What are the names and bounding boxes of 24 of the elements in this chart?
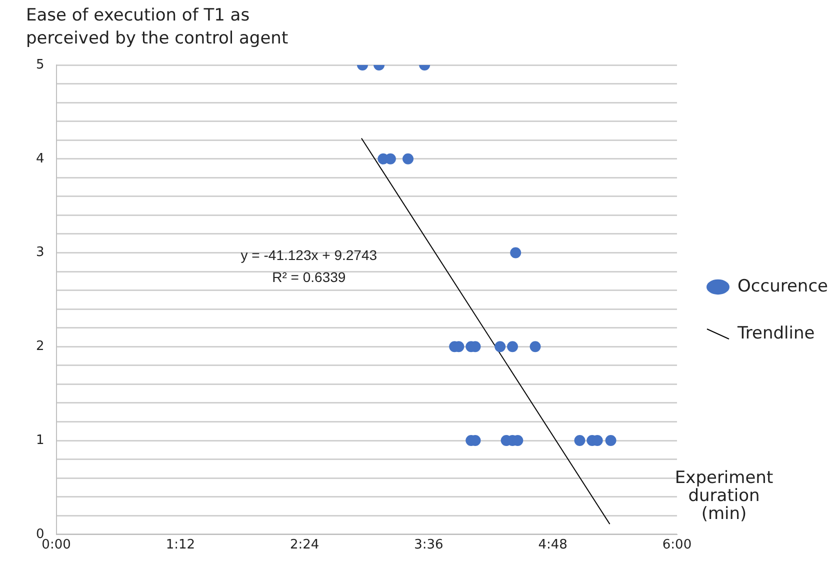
point (402, 153, 414, 164)
x-tick-label: 1:12 (166, 538, 196, 553)
annotation: R² = 0.6339 (272, 268, 346, 285)
point (510, 247, 522, 258)
point (574, 435, 586, 446)
x-tick-label: 3:36 (414, 538, 444, 553)
x-tick-label: 2:24 (290, 538, 320, 553)
x-tick-label: 4:48 (538, 538, 568, 553)
x-tick-label: 6:00 (662, 538, 692, 553)
x-axis-title: Experiment duration (min) (674, 468, 774, 524)
point (494, 341, 506, 352)
annotation: y = -41.123x + 9.2743 (240, 246, 378, 263)
point (605, 435, 616, 446)
y-tick-label: 1 (36, 432, 44, 448)
y-tick-label: 3 (36, 245, 44, 260)
x-tick-label: 0:00 (42, 538, 71, 553)
y-tick-label: 5 (36, 57, 44, 72)
legend-label: Occurence (737, 276, 828, 296)
point (507, 341, 518, 352)
legend-label: Trendline (736, 323, 815, 344)
y-axis-title: Ease of execution of T1 as perceived by the control agent (26, 5, 288, 48)
y-tick-label: 2 (36, 339, 44, 354)
y-tick-label: 4 (36, 151, 44, 166)
point (530, 341, 541, 352)
